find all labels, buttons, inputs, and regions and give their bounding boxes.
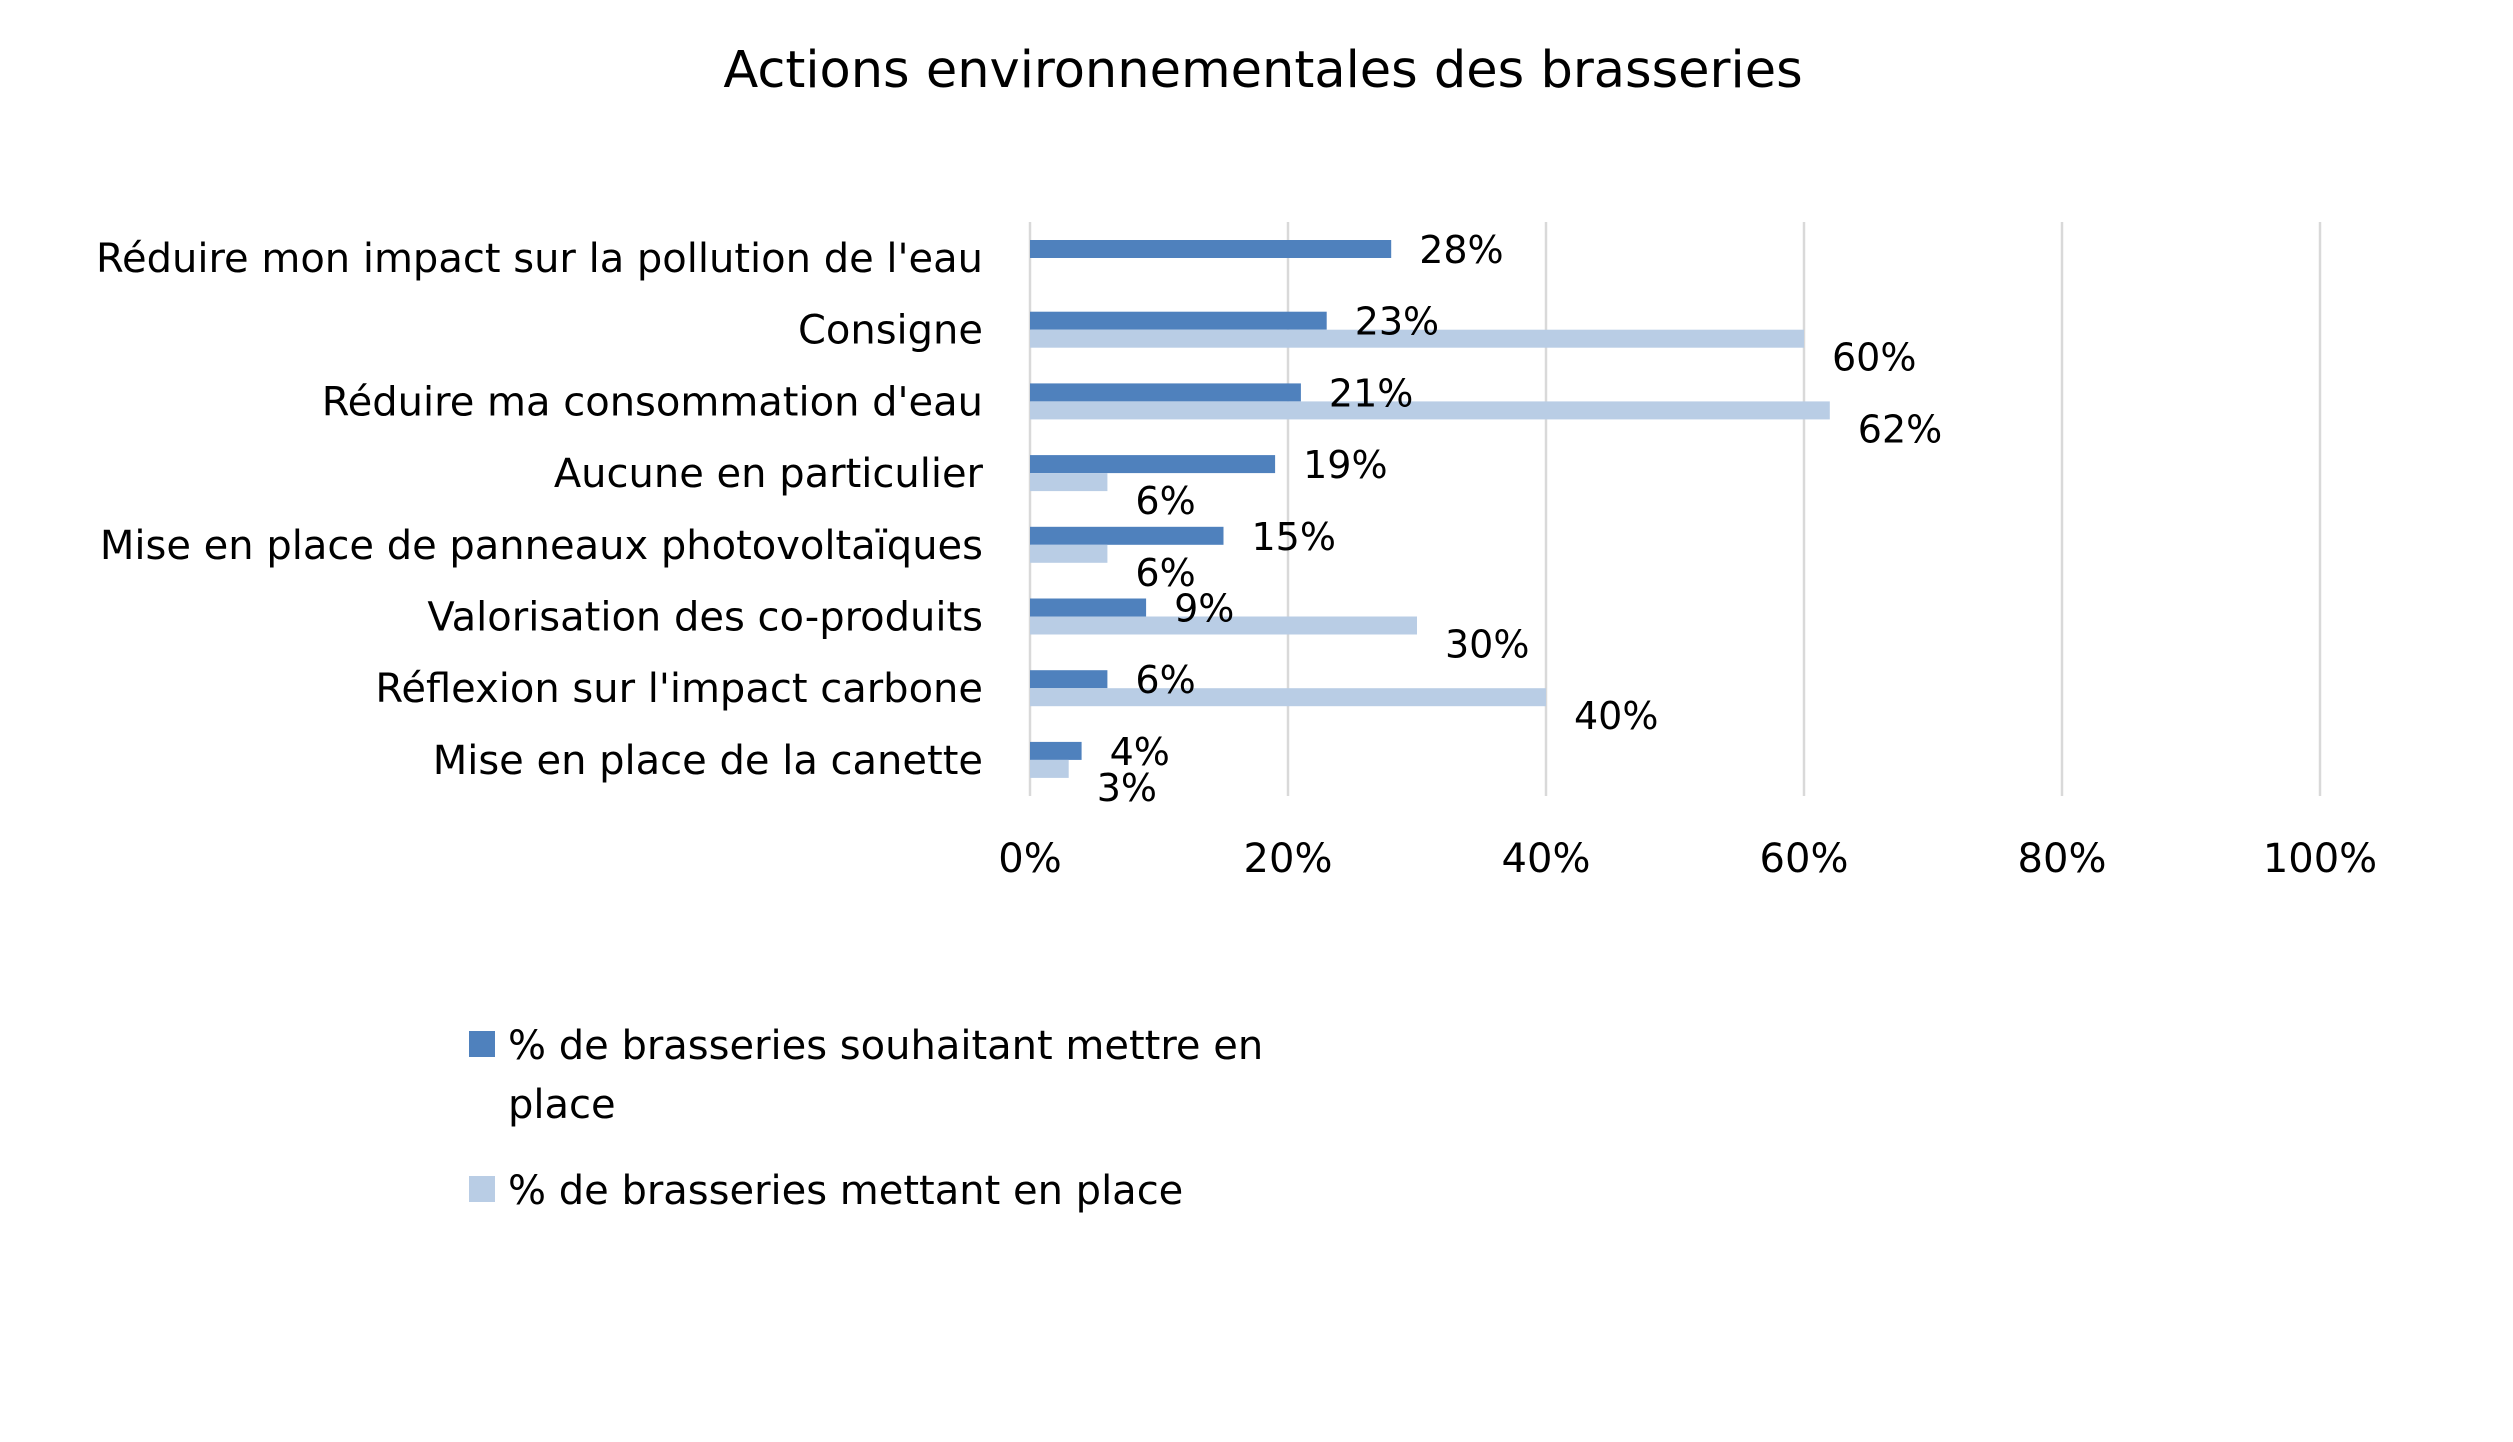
category-label: Réduire ma consommation d'eau [322, 379, 983, 425]
category-label: Réduire mon impact sur la pollution de l… [96, 236, 983, 282]
data-label: 62% [1858, 407, 1942, 451]
bar-series-2 [1030, 401, 1830, 420]
bar-series-1 [1030, 741, 1082, 760]
data-label: 4% [1110, 730, 1170, 774]
data-labels: 28%23%21%19%15%9%6%4%60%62%6%6%30%40%3% [1097, 228, 1943, 810]
legend-label: % de brasseries souhaitant mettre en [508, 1023, 1263, 1069]
data-label: 30% [1445, 623, 1529, 667]
data-label: 6% [1135, 479, 1195, 523]
x-tick-label: 40% [1502, 836, 1591, 882]
legend-swatch [469, 1176, 495, 1202]
bar-series-2 [1030, 759, 1069, 778]
category-labels: Réduire mon impact sur la pollution de l… [96, 236, 984, 784]
category-label: Valorisation des co-produits [427, 595, 983, 641]
bars [1030, 240, 1830, 778]
legend-label: place [508, 1082, 616, 1128]
data-label: 6% [1135, 658, 1195, 702]
bar-series-1 [1030, 240, 1392, 258]
data-label: 6% [1135, 551, 1195, 595]
bar-series-2 [1030, 329, 1804, 348]
data-label: 60% [1832, 336, 1916, 380]
bar-series-1 [1030, 311, 1327, 330]
bar-series-1 [1030, 455, 1276, 474]
bar-series-2 [1030, 616, 1417, 635]
bar-series-2 [1030, 544, 1108, 563]
bar-series-1 [1030, 526, 1224, 545]
category-label: Réflexion sur l'impact carbone [375, 666, 983, 712]
legend: % de brasseries souhaitant mettre en plac… [469, 1023, 1263, 1214]
bar-series-1 [1030, 670, 1108, 689]
bar-series-1 [1030, 383, 1301, 402]
legend-swatch [469, 1031, 495, 1057]
data-label: 28% [1419, 228, 1503, 272]
category-label: Mise en place de panneaux photovoltaïque… [100, 523, 983, 569]
chart-title: Actions environnementales des brasseries [723, 41, 1802, 100]
category-label: Mise en place de la canette [433, 738, 983, 784]
legend-label: % de brasseries mettant en place [508, 1168, 1183, 1214]
data-label: 3% [1097, 766, 1157, 810]
x-tick-label: 80% [2018, 836, 2107, 882]
x-tick-label: 0% [998, 836, 1061, 882]
bar-series-2 [1030, 688, 1546, 707]
x-tick-label: 60% [1760, 836, 1849, 882]
data-label: 21% [1329, 371, 1413, 415]
category-label: Consigne [798, 308, 983, 354]
data-label: 40% [1574, 694, 1658, 738]
data-label: 23% [1355, 300, 1439, 344]
data-label: 15% [1252, 515, 1336, 559]
bar-series-2 [1030, 473, 1108, 492]
category-label: Aucune en particulier [554, 451, 984, 497]
x-tick-label: 20% [1244, 836, 1333, 882]
bar-series-1 [1030, 598, 1147, 617]
data-label: 19% [1303, 443, 1387, 487]
data-label: 9% [1174, 587, 1234, 631]
gridlines [1028, 222, 2322, 796]
x-axis: 0% 20% 40% 60% 80% 100% [998, 836, 2377, 882]
x-tick-label: 100% [2263, 836, 2377, 882]
